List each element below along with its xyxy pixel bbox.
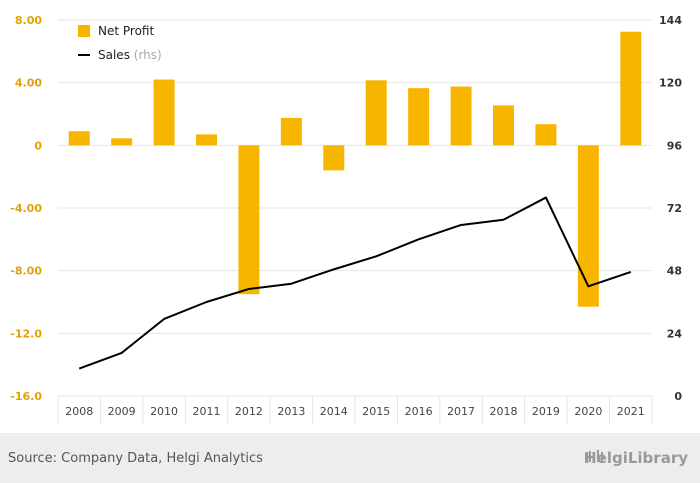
net-profit-bar [323, 145, 345, 171]
right-axis-tick-label: 48 [667, 265, 682, 278]
right-axis-tick-label: 96 [667, 139, 683, 152]
net-profit-bar [577, 145, 599, 307]
left-axis-tick-label: -8.00 [10, 265, 42, 278]
x-axis-tick-label: 2011 [193, 405, 221, 418]
legend-swatch-net-profit [78, 25, 90, 37]
x-axis-tick-label: 2016 [405, 405, 433, 418]
x-axis-tick-label: 2009 [108, 405, 136, 418]
left-axis-tick-label: 0 [34, 139, 42, 152]
net-profit-bar [620, 31, 642, 146]
net-profit-bar [535, 124, 557, 146]
x-axis-tick-label: 2010 [150, 405, 178, 418]
left-axis-tick-label: -12.0 [10, 327, 42, 340]
net-profit-bar [408, 88, 430, 146]
x-axis-tick-label: 2021 [617, 405, 645, 418]
library-icon [585, 450, 604, 462]
net-profit-bar [493, 105, 514, 146]
brand-logo[interactable]: HelgiLibrary [584, 449, 688, 467]
footer: Source: Company Data, Helgi Analytics He… [0, 433, 700, 483]
left-axis-tick-label: -4.00 [10, 202, 42, 215]
legend-label-sales: Sales (rhs) [98, 48, 162, 62]
net-profit-bar [280, 117, 302, 146]
net-profit-bar [153, 79, 175, 146]
x-axis-tick-label: 2017 [447, 405, 475, 418]
x-axis-tick-label: 2008 [65, 405, 93, 418]
net-profit-bar [196, 134, 217, 146]
net-profit-bar [68, 131, 90, 146]
brand-text: HelgiLibrary [584, 449, 688, 467]
x-axis-tick-label: 2012 [235, 405, 263, 418]
right-axis-tick-label: 24 [667, 327, 683, 340]
net-profit-bar [365, 80, 387, 146]
legend-label-sales-suffix: (rhs) [134, 48, 162, 62]
x-axis-tick-label: 2019 [532, 405, 560, 418]
left-axis-tick-label: 4.00 [15, 77, 42, 90]
x-axis-tick-label: 2014 [320, 405, 348, 418]
net-profit-bar [238, 145, 260, 295]
source-text: Source: Company Data, Helgi Analytics [8, 451, 263, 466]
right-axis-tick-label: 120 [659, 77, 682, 90]
right-axis-tick-label: 72 [667, 202, 682, 215]
chart-plot: 8.00 4.00 0 -4.00 -8.00 -12.0 -16.0 144 120 96 72 4… [10, 14, 683, 424]
x-axis-tick-label: 2018 [490, 405, 518, 418]
legend-label-net-profit: Net Profit [98, 24, 154, 38]
left-axis-tick-label: -16.0 [10, 390, 42, 403]
left-axis-tick-label: 8.00 [15, 14, 42, 27]
sales-line [78, 196, 632, 370]
net-profit-bar [111, 138, 133, 146]
right-axis-tick-label: 0 [674, 390, 682, 403]
x-axis-tick-label: 2013 [277, 405, 305, 418]
x-axis-tick-label: 2015 [362, 405, 390, 418]
net-profit-bar [450, 86, 472, 146]
x-axis-tick-label: 2020 [574, 405, 602, 418]
right-axis-tick-label: 144 [659, 14, 682, 27]
